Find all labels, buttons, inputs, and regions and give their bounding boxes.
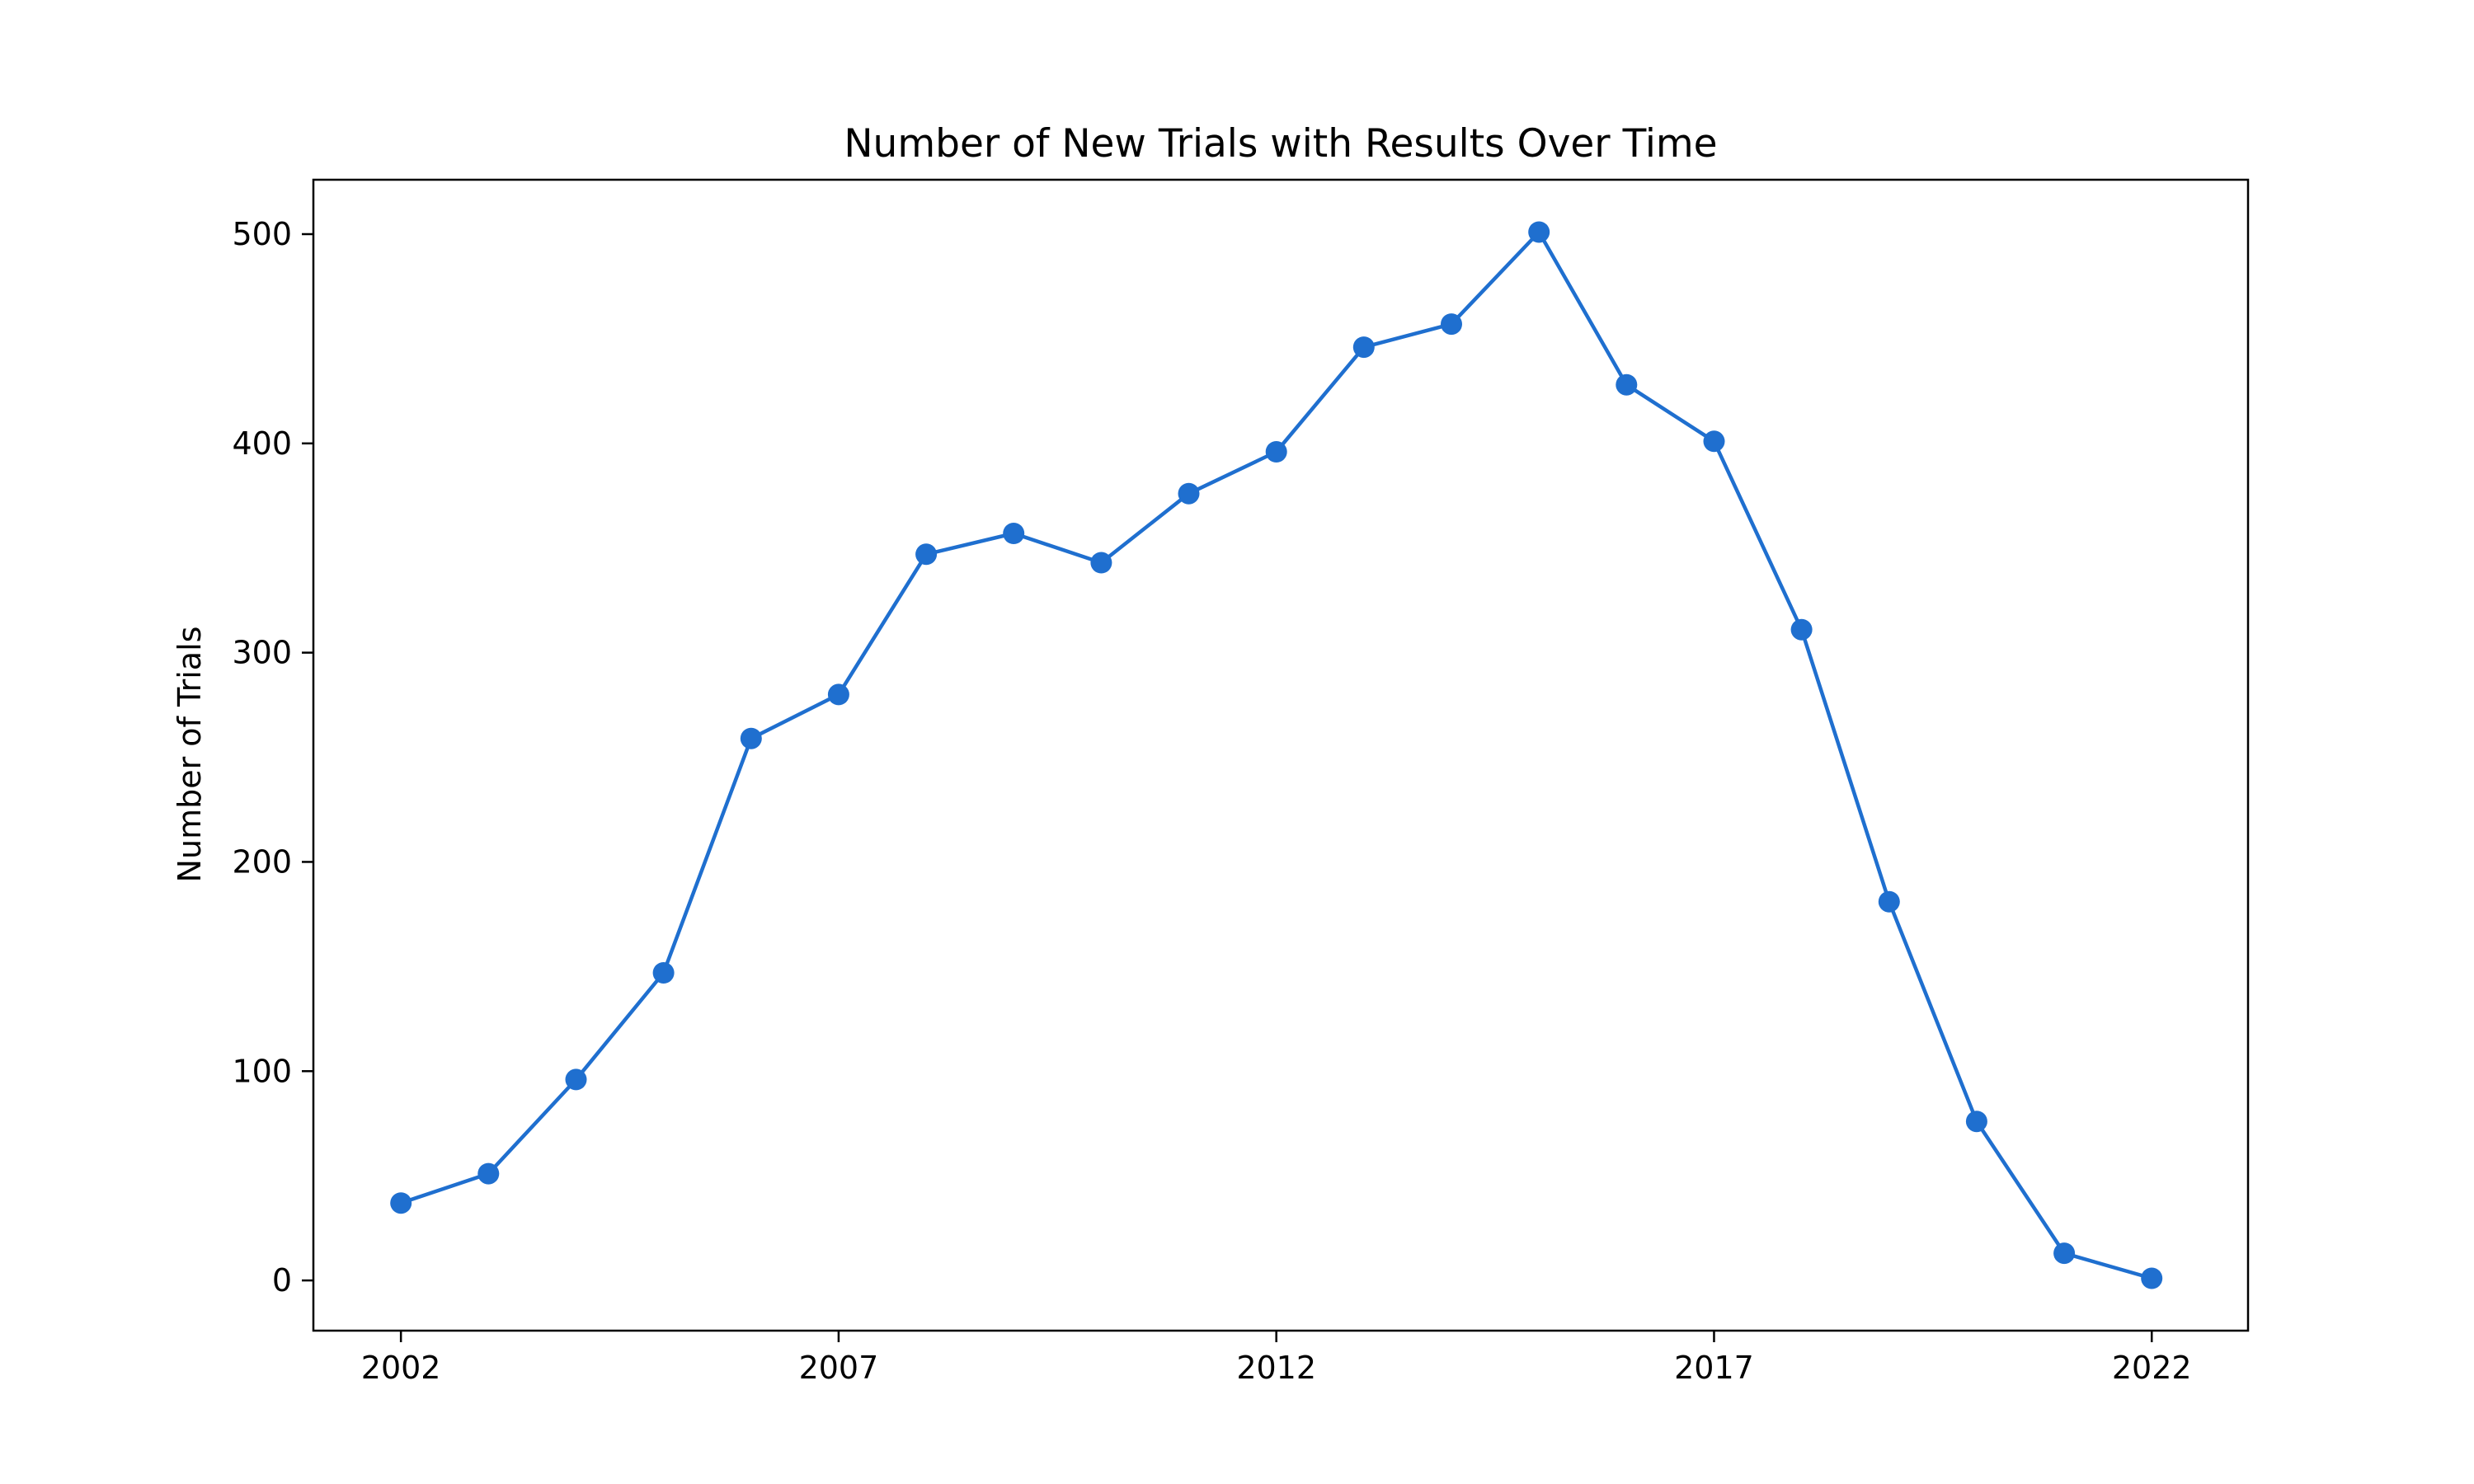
data-point xyxy=(1790,618,1813,641)
y-tick-label: 400 xyxy=(232,425,292,462)
y-tick-label: 300 xyxy=(232,635,292,671)
data-point xyxy=(1441,313,1462,336)
data-point xyxy=(1703,430,1725,453)
data-point xyxy=(1528,221,1550,243)
x-tick-label: 2017 xyxy=(1674,1350,1754,1386)
data-point xyxy=(1178,482,1200,505)
plot-area-frame xyxy=(312,178,2250,1332)
y-tick-label: 100 xyxy=(232,1053,292,1089)
data-point xyxy=(565,1068,587,1091)
data-point xyxy=(1616,373,1638,396)
x-tick-label: 2007 xyxy=(799,1350,879,1386)
data-point xyxy=(1965,1111,1987,1133)
y-tick-label: 0 xyxy=(272,1262,292,1298)
data-point xyxy=(827,683,849,706)
x-tick-label: 2002 xyxy=(361,1350,441,1386)
data-point xyxy=(1352,336,1375,359)
data-point xyxy=(652,962,675,984)
x-tick-label: 2022 xyxy=(2112,1350,2192,1386)
series-line xyxy=(398,230,2154,1280)
x-tick-label: 2012 xyxy=(1236,1350,1316,1386)
data-point xyxy=(390,1192,412,1214)
data-point xyxy=(477,1162,500,1185)
y-tick-label: 500 xyxy=(232,216,292,252)
chart-title: Number of New Trials with Results Over T… xyxy=(844,121,1717,167)
data-point xyxy=(1265,441,1287,463)
data-point xyxy=(2053,1242,2076,1265)
data-point xyxy=(2141,1267,2163,1289)
data-point xyxy=(915,543,938,566)
data-point xyxy=(1003,523,1025,544)
y-tick-label: 200 xyxy=(232,843,292,880)
data-point xyxy=(1090,552,1112,574)
series-layer xyxy=(390,221,2163,1289)
data-point xyxy=(740,727,762,749)
axis-ticks: 2002 2007 2012 2017 2022 0 100 200 300 400 500 xyxy=(232,216,2191,1386)
y-axis-label: Number of Trials xyxy=(172,627,208,883)
data-point xyxy=(1878,890,1900,913)
